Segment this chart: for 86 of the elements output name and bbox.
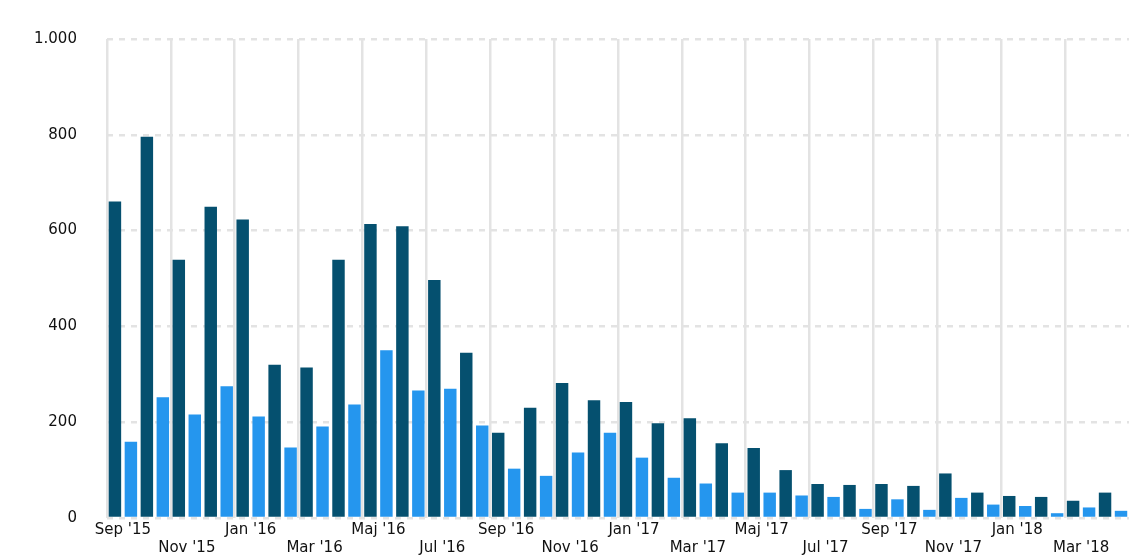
bar <box>843 484 856 517</box>
bar <box>523 407 537 517</box>
x-tick-label: Nov '15 <box>158 537 216 556</box>
bar <box>1114 510 1128 517</box>
bar <box>1018 506 1032 517</box>
bar <box>667 477 681 517</box>
bar <box>396 226 409 517</box>
bar <box>332 259 345 517</box>
bar <box>619 402 633 517</box>
bar <box>476 425 489 517</box>
bar <box>380 350 393 517</box>
bar <box>955 497 968 517</box>
bar <box>236 219 249 517</box>
bar <box>268 364 281 517</box>
bar <box>731 492 744 517</box>
bar <box>779 470 792 517</box>
bar <box>1050 513 1064 517</box>
bar <box>1098 492 1112 517</box>
bar <box>539 475 553 517</box>
x-tick-label: Jul '16 <box>418 537 466 556</box>
bar <box>252 416 265 517</box>
bar <box>811 483 824 517</box>
bar <box>763 492 776 517</box>
bar <box>747 448 760 517</box>
bar <box>603 432 617 517</box>
bar <box>204 206 217 517</box>
bar <box>827 496 840 517</box>
bar <box>939 473 952 517</box>
bar <box>300 367 313 517</box>
y-tick-label: 0 <box>67 507 77 526</box>
bar <box>316 426 329 517</box>
bar <box>140 136 154 517</box>
bar <box>348 404 361 517</box>
bar <box>1082 507 1096 517</box>
bar <box>715 443 728 517</box>
bar <box>491 432 505 517</box>
bar <box>1066 500 1080 517</box>
x-tick-label: Jul '17 <box>801 537 849 556</box>
bar <box>571 452 585 517</box>
bar <box>651 423 665 517</box>
x-tick-label: Sep '17 <box>861 519 918 538</box>
bar <box>156 397 170 517</box>
bar <box>859 508 872 517</box>
bar <box>220 386 233 517</box>
bar <box>124 441 138 517</box>
x-tick-label: Mar '16 <box>286 537 343 556</box>
bar <box>555 382 569 517</box>
bar <box>923 509 936 517</box>
bar <box>1034 496 1048 517</box>
bar <box>364 223 377 517</box>
bar <box>428 279 441 517</box>
y-tick-label: 1.000 <box>33 28 77 47</box>
x-tick-label: Jan '16 <box>224 519 277 538</box>
bar <box>683 418 697 517</box>
bar <box>412 390 425 517</box>
bar <box>891 499 904 517</box>
bar <box>587 400 601 517</box>
x-tick-label: Jan '18 <box>990 519 1043 538</box>
bar <box>971 492 984 517</box>
x-tick-label: Sep '15 <box>94 519 152 538</box>
x-tick-label: Nov '17 <box>924 537 982 556</box>
x-tick-label: Nov '16 <box>541 537 599 556</box>
bar <box>460 352 473 517</box>
bar <box>172 259 186 517</box>
x-tick-label: Maj '17 <box>734 519 789 538</box>
bar <box>699 483 713 517</box>
bar <box>987 504 1000 517</box>
bar <box>284 447 297 517</box>
y-tick-label: 800 <box>48 124 77 143</box>
bar <box>1003 495 1016 517</box>
y-tick-label: 200 <box>48 412 77 431</box>
y-tick-label: 400 <box>48 316 77 335</box>
x-tick-label: Mar '17 <box>669 537 726 556</box>
bar <box>108 201 122 517</box>
bar <box>635 457 649 517</box>
x-tick-label: Maj '16 <box>351 519 406 538</box>
x-tick-label: Sep '16 <box>478 519 535 538</box>
x-tick-label: Jan '17 <box>607 519 660 538</box>
bar <box>795 495 808 517</box>
bar <box>875 483 888 517</box>
bar <box>907 485 920 517</box>
bar <box>188 414 201 517</box>
y-tick-label: 600 <box>48 220 77 239</box>
bar <box>507 468 521 517</box>
bar <box>444 388 457 517</box>
x-tick-label: Mar '18 <box>1052 537 1110 556</box>
